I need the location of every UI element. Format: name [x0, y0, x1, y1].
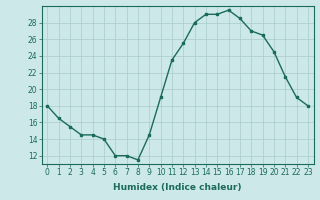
X-axis label: Humidex (Indice chaleur): Humidex (Indice chaleur) — [113, 183, 242, 192]
